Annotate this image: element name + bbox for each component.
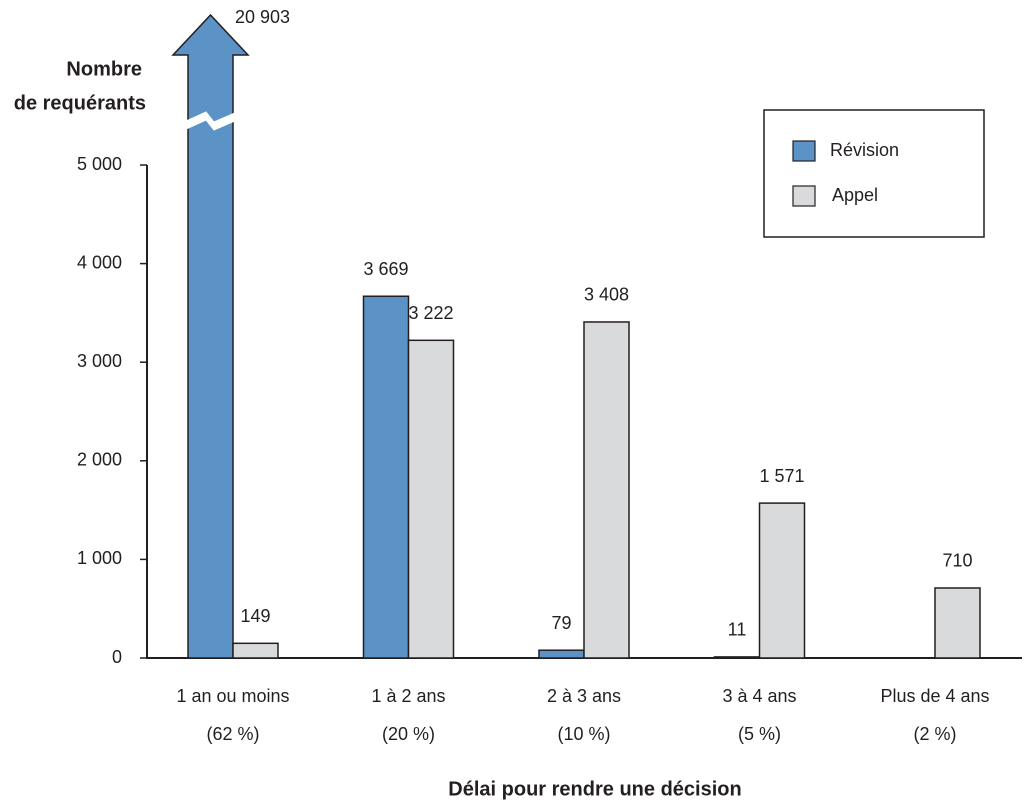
y-tick-label: 2 000 [77, 450, 122, 470]
y-tick-label: 1 000 [77, 548, 122, 568]
legend-label: Appel [832, 185, 878, 205]
bar [583, 321, 630, 659]
y-tick-label: 3 000 [77, 351, 122, 371]
bar [713, 656, 761, 659]
legend-swatch [792, 185, 816, 207]
value-label: 1 571 [759, 466, 804, 486]
bar [362, 295, 410, 659]
x-axis-title: Délai pour rendre une décision [448, 778, 741, 800]
value-label: 710 [942, 551, 972, 571]
x-tick-label: 1 à 2 ans [371, 686, 445, 706]
x-tick-label: 3 à 4 ans [722, 686, 796, 706]
bar [538, 649, 585, 659]
y-axis-title: de requérants [14, 92, 146, 114]
value-label: 149 [240, 606, 270, 626]
x-tick-label: (62 %) [206, 724, 259, 744]
value-label: 79 [551, 613, 571, 633]
bar-arrow [171, 13, 250, 659]
x-tick-label: (20 %) [382, 724, 435, 744]
y-tick-label: 4 000 [77, 252, 122, 272]
legend-swatch [792, 140, 816, 162]
legend [763, 109, 985, 238]
bar [232, 642, 279, 659]
value-label: 3 669 [363, 259, 408, 279]
value-label: 20 903 [235, 7, 290, 27]
value-label: 11 [728, 620, 747, 640]
bar [934, 587, 981, 659]
value-label: 3 222 [408, 303, 453, 323]
y-tick-label: 5 000 [77, 154, 122, 174]
x-tick-label: (10 %) [557, 724, 610, 744]
x-tick-label: Plus de 4 ans [880, 686, 989, 706]
value-label: 3 408 [584, 285, 629, 305]
x-tick-label: (5 %) [738, 724, 781, 744]
x-tick-label: 1 an ou moins [176, 686, 289, 706]
x-tick-label: 2 à 3 ans [547, 686, 621, 706]
bar [758, 502, 806, 659]
legend-label: Révision [830, 140, 899, 160]
y-tick-label: 0 [112, 647, 122, 667]
axis-break [183, 111, 238, 131]
bar [407, 339, 455, 659]
y-axis-title: Nombre [66, 58, 142, 80]
x-tick-label: (2 %) [913, 724, 956, 744]
